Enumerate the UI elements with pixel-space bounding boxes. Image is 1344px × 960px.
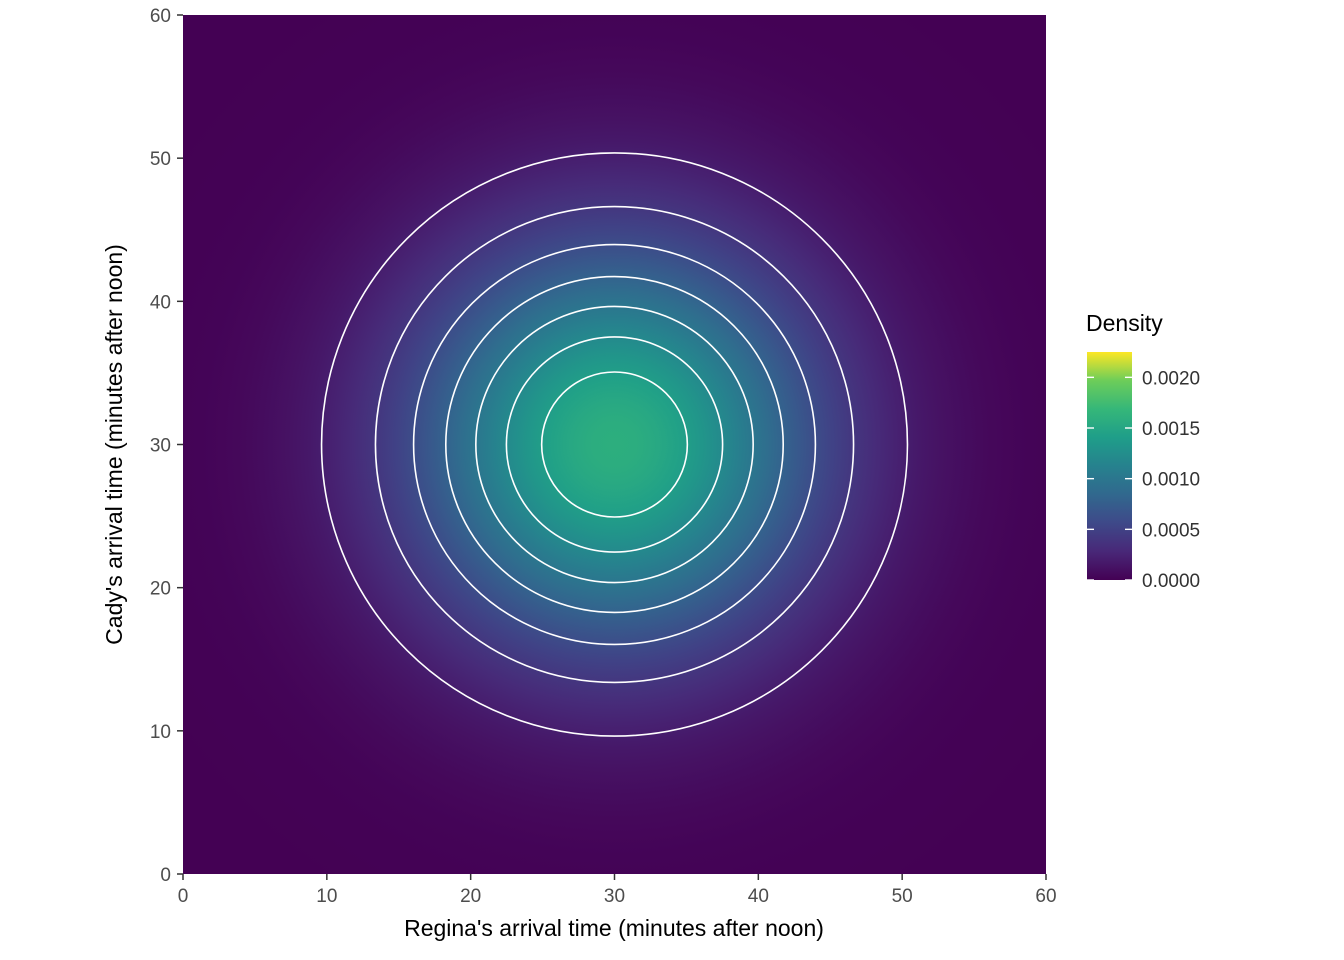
contour-line (444, 275, 785, 614)
y-tick-label: 50 (150, 149, 171, 170)
contour-line (374, 205, 855, 684)
y-tick-label: 60 (150, 6, 171, 27)
contour-line (540, 371, 689, 518)
y-axis-title: Cady's arrival time (minutes after noon) (101, 244, 127, 645)
axes: 0 10 20 30 40 50 60 0 10 20 30 40 50 60 (150, 6, 1057, 907)
x-tick-label: 0 (178, 886, 189, 907)
legend-colorbar (1087, 352, 1132, 580)
y-tick-label: 20 (150, 579, 171, 600)
contour-line (475, 305, 754, 584)
legend: Density 0.0020 0.0015 0.0010 0.0005 0.0000 (1086, 310, 1200, 592)
legend-tick-label: 0.0005 (1142, 520, 1200, 541)
y-tick-label: 10 (150, 722, 171, 743)
legend-tick-label: 0.0015 (1142, 419, 1200, 440)
plot-panel (183, 15, 1046, 874)
contour-line (505, 336, 724, 553)
x-tick-label: 50 (892, 886, 913, 907)
legend-title: Density (1086, 310, 1163, 336)
x-tick-label: 40 (748, 886, 769, 907)
y-tick-label: 40 (150, 292, 171, 313)
density-field (183, 15, 1046, 874)
legend-tick-label: 0.0020 (1142, 368, 1200, 389)
x-axis-title: Regina's arrival time (minutes after noo… (404, 915, 824, 941)
x-tick-label: 20 (460, 886, 481, 907)
x-tick-label: 10 (316, 886, 337, 907)
legend-tick-label: 0.0000 (1142, 571, 1200, 592)
y-tick-label: 0 (160, 865, 171, 886)
legend-tick-label: 0.0010 (1142, 470, 1200, 491)
contour-line (320, 152, 909, 737)
contour-line (412, 243, 817, 646)
y-tick-label: 30 (150, 436, 171, 457)
x-tick-label: 30 (604, 886, 625, 907)
x-tick-label: 60 (1035, 886, 1056, 907)
